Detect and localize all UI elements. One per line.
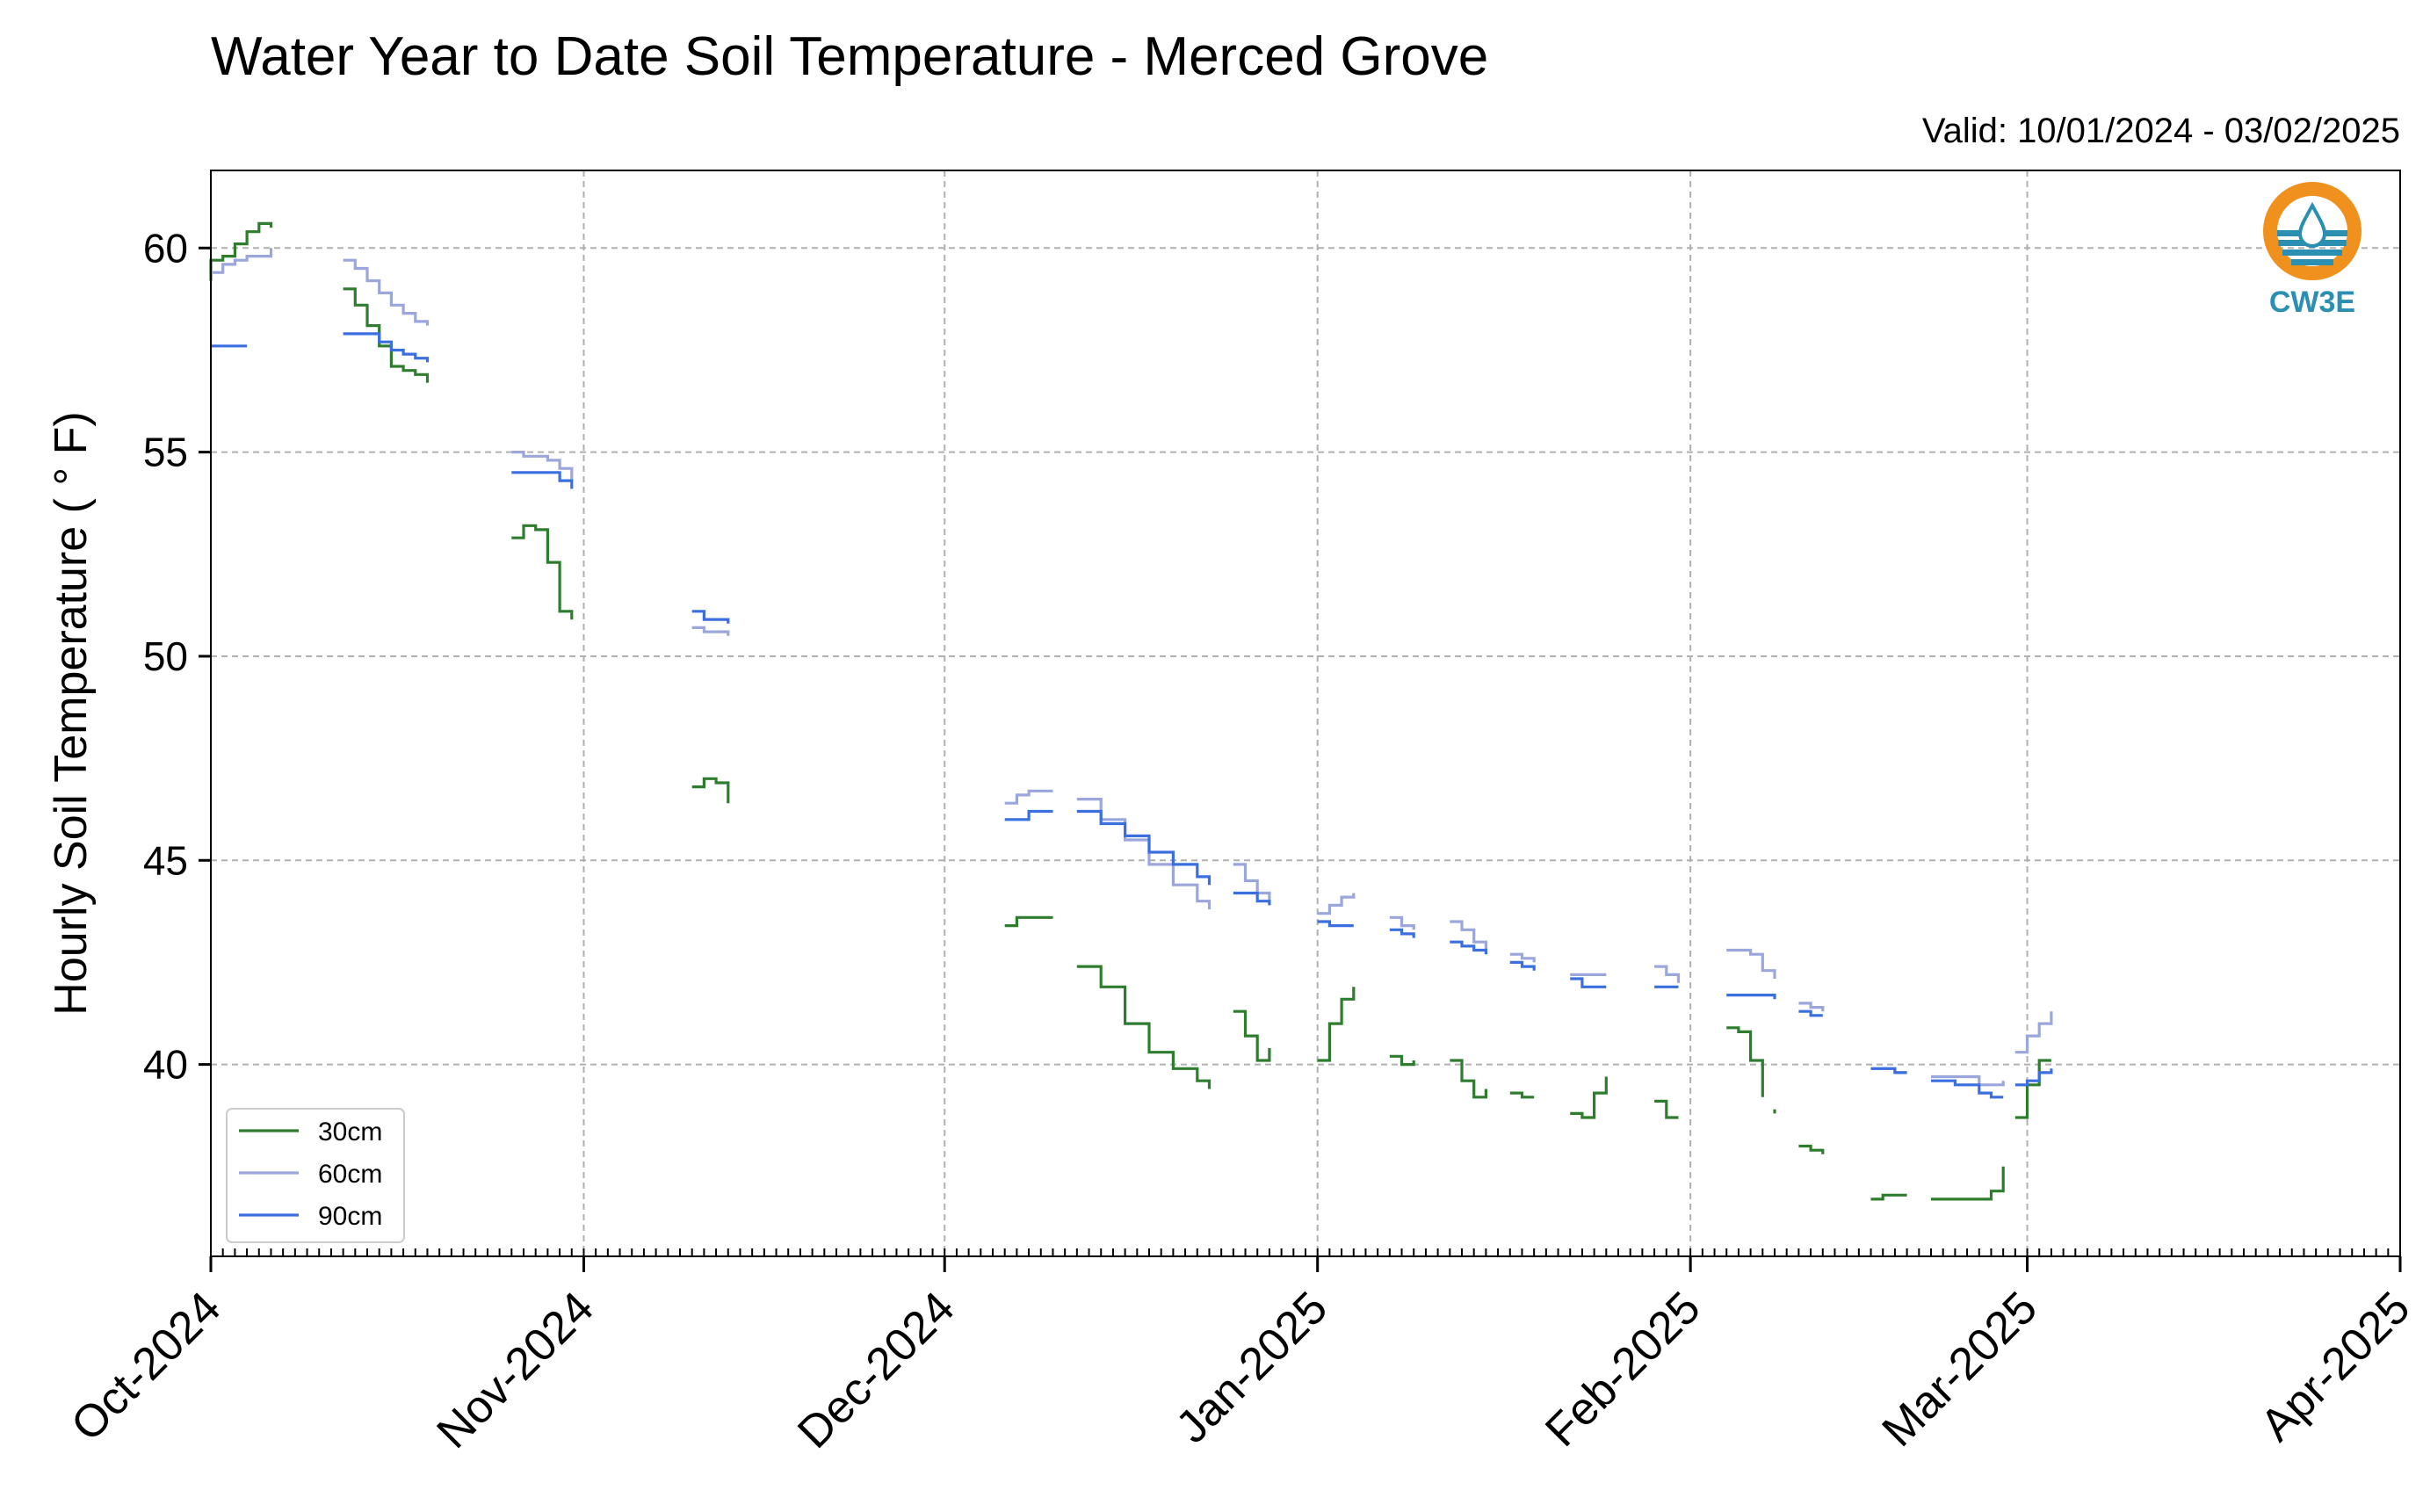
series-60cm-line [1317, 893, 1356, 915]
series-90cm-line [691, 610, 730, 624]
x-tick-label: Jan-2025 [1167, 1282, 1337, 1452]
x-tick-label: Mar-2025 [1873, 1282, 2047, 1456]
series-30cm-line [1798, 1144, 1825, 1154]
series-90cm-line [511, 471, 574, 489]
grid-lines [210, 170, 2401, 1256]
tick-labels: Oct-2024 Nov-2024 Dec-2024 Jan-2025 Feb-2025… [61, 225, 2419, 1458]
series-60cm-line [1004, 789, 1053, 805]
series-30cm-line [1233, 1009, 1271, 1062]
series-90cm-line [343, 332, 430, 363]
series-60cm-line [1654, 965, 1681, 983]
series-90cm-line [1450, 940, 1487, 955]
legend-label: 60cm [318, 1160, 382, 1189]
series-60cm-line [1233, 863, 1271, 901]
water-drop-icon [2297, 201, 2327, 248]
series-60cm-line [1076, 798, 1212, 909]
legend-label: 90cm [318, 1202, 382, 1231]
series-30cm-line [1570, 1076, 1608, 1119]
series-30cm-line [1450, 1059, 1487, 1099]
y-tick-label: 55 [143, 430, 188, 475]
series-60cm-line [1726, 948, 1776, 979]
series-30cm-line [1076, 965, 1212, 1089]
series-90cm-line [1570, 977, 1607, 988]
series-60cm-line [1389, 915, 1415, 930]
series-90cm-line [1004, 809, 1053, 821]
series-30cm-line [1931, 1166, 2005, 1201]
series-90cm-line [1233, 891, 1271, 906]
y-tick-label: 60 [143, 225, 188, 271]
x-tick-label: Apr-2025 [2251, 1282, 2419, 1451]
y-tick-label: 45 [143, 837, 188, 883]
x-tick-label: Oct-2024 [61, 1282, 230, 1451]
series-30cm-line [1654, 1099, 1679, 1119]
series-60cm-line [691, 626, 730, 636]
series-90cm-line [1317, 920, 1354, 928]
series-90cm-line [1726, 994, 1776, 1000]
series-90cm-line [1389, 928, 1415, 938]
y-tick-label: 40 [143, 1042, 188, 1088]
series-30cm-line [343, 287, 430, 383]
series-30cm-line [1317, 987, 1356, 1062]
x-tick-label: Dec-2024 [788, 1282, 964, 1458]
series-90cm-line [1931, 1079, 2004, 1099]
series-90cm-line [1870, 1067, 1907, 1074]
series-30cm-line [1004, 915, 1053, 928]
series-30cm-line [2014, 1059, 2051, 1119]
series-30cm-line [511, 524, 574, 620]
series-60cm-line [1450, 920, 1487, 951]
series-30cm-line [209, 221, 273, 281]
axes [199, 170, 2402, 1272]
logo-text: CW3E [2269, 286, 2355, 319]
series-30cm-line [691, 777, 730, 804]
series-60cm-line [511, 451, 574, 481]
series-30cm-line [1509, 1091, 1535, 1099]
series-60cm-line [2014, 1011, 2053, 1054]
series-30cm-line [1726, 1026, 1764, 1097]
series-60cm-line [211, 248, 273, 274]
series-60cm-line [1798, 1002, 1825, 1012]
series-60cm-line [1509, 952, 1536, 963]
y-tick-label: 50 [143, 633, 188, 679]
cw3e-logo: CW3E [2263, 182, 2362, 319]
series-lines [209, 221, 2053, 1201]
x-tick-label: Nov-2024 [428, 1282, 604, 1458]
series-60cm-line [343, 258, 430, 326]
series-30cm-line [1389, 1054, 1415, 1067]
chart-subtitle: Valid: 10/01/2024 - 03/02/2025 [1922, 112, 2400, 150]
series-90cm-line [1076, 809, 1212, 886]
legend-box [226, 1108, 405, 1243]
series-90cm-line [2014, 1068, 2053, 1087]
logo-wave-band [2282, 250, 2343, 256]
chart-title: Water Year to Date Soil Temperature - Me… [211, 26, 1488, 87]
series-90cm-line [1509, 960, 1536, 971]
x-tick-label: Feb-2025 [1536, 1282, 1710, 1456]
y-axis-label: Hourly Soil Temperature ( ° F) [46, 411, 97, 1015]
logo-wave-band [2291, 259, 2333, 265]
series-30cm-line [1870, 1193, 1907, 1201]
plot-frame [210, 170, 2401, 1257]
legend-label: 30cm [318, 1118, 382, 1147]
logo-ring [2263, 182, 2362, 280]
series-90cm-line [1798, 1009, 1823, 1017]
legend: 30cm 60cm 90cm [226, 1108, 405, 1243]
